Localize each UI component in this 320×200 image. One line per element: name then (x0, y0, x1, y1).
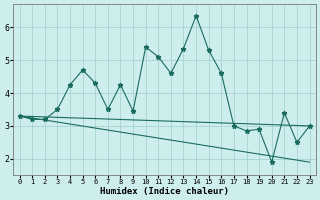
X-axis label: Humidex (Indice chaleur): Humidex (Indice chaleur) (100, 187, 229, 196)
